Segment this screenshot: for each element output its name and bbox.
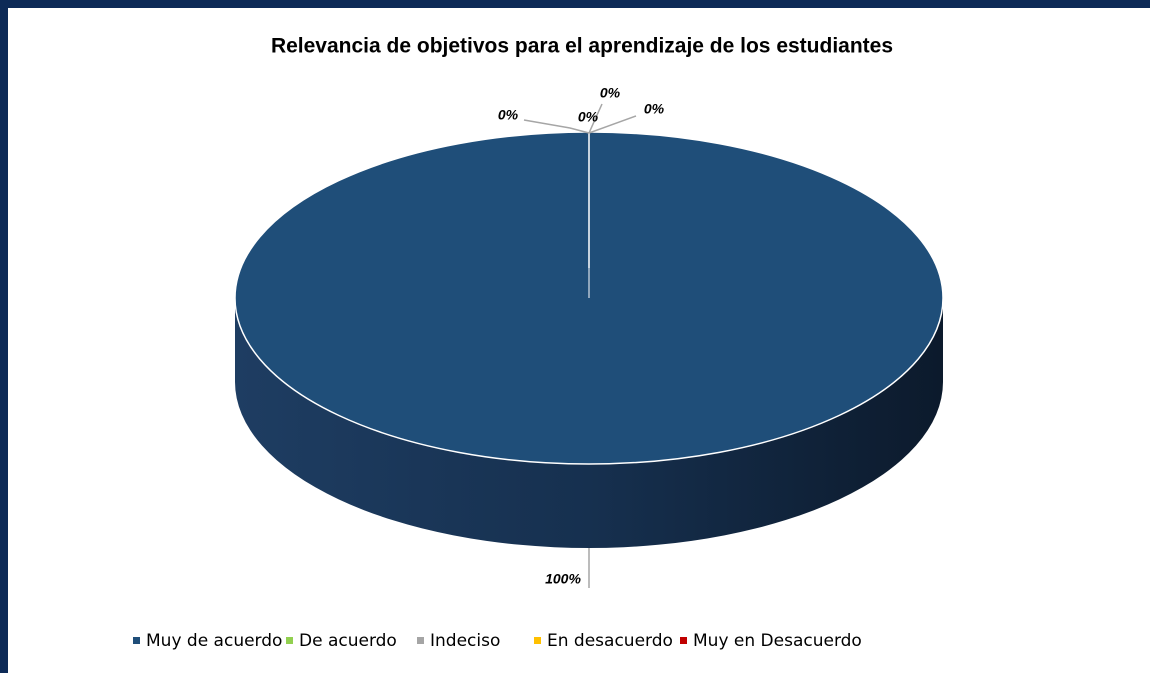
data-label: 0%: [600, 85, 621, 101]
data-label: 0%: [578, 109, 599, 125]
leader-line: [588, 103, 603, 134]
legend-label: En desacuerdo: [547, 631, 673, 651]
chart-title: Relevancia de objetivos para el aprendiz…: [271, 35, 893, 58]
legend-marker: [534, 637, 541, 644]
legend-label: Indeciso: [430, 631, 500, 651]
leader-line: [523, 119, 590, 134]
leader-line: [588, 115, 637, 134]
legend-label: Muy de acuerdo: [146, 631, 282, 651]
data-label: 0%: [498, 107, 519, 123]
data-label: 100%: [545, 571, 581, 587]
data-label: 0%: [644, 101, 665, 117]
legend-marker: [286, 637, 293, 644]
legend-label: Muy en Desacuerdo: [693, 631, 862, 651]
legend-marker: [133, 637, 140, 644]
legend-marker: [417, 637, 424, 644]
legend-marker: [680, 637, 687, 644]
pie-side: [235, 298, 943, 548]
legend-label: De acuerdo: [299, 631, 397, 651]
